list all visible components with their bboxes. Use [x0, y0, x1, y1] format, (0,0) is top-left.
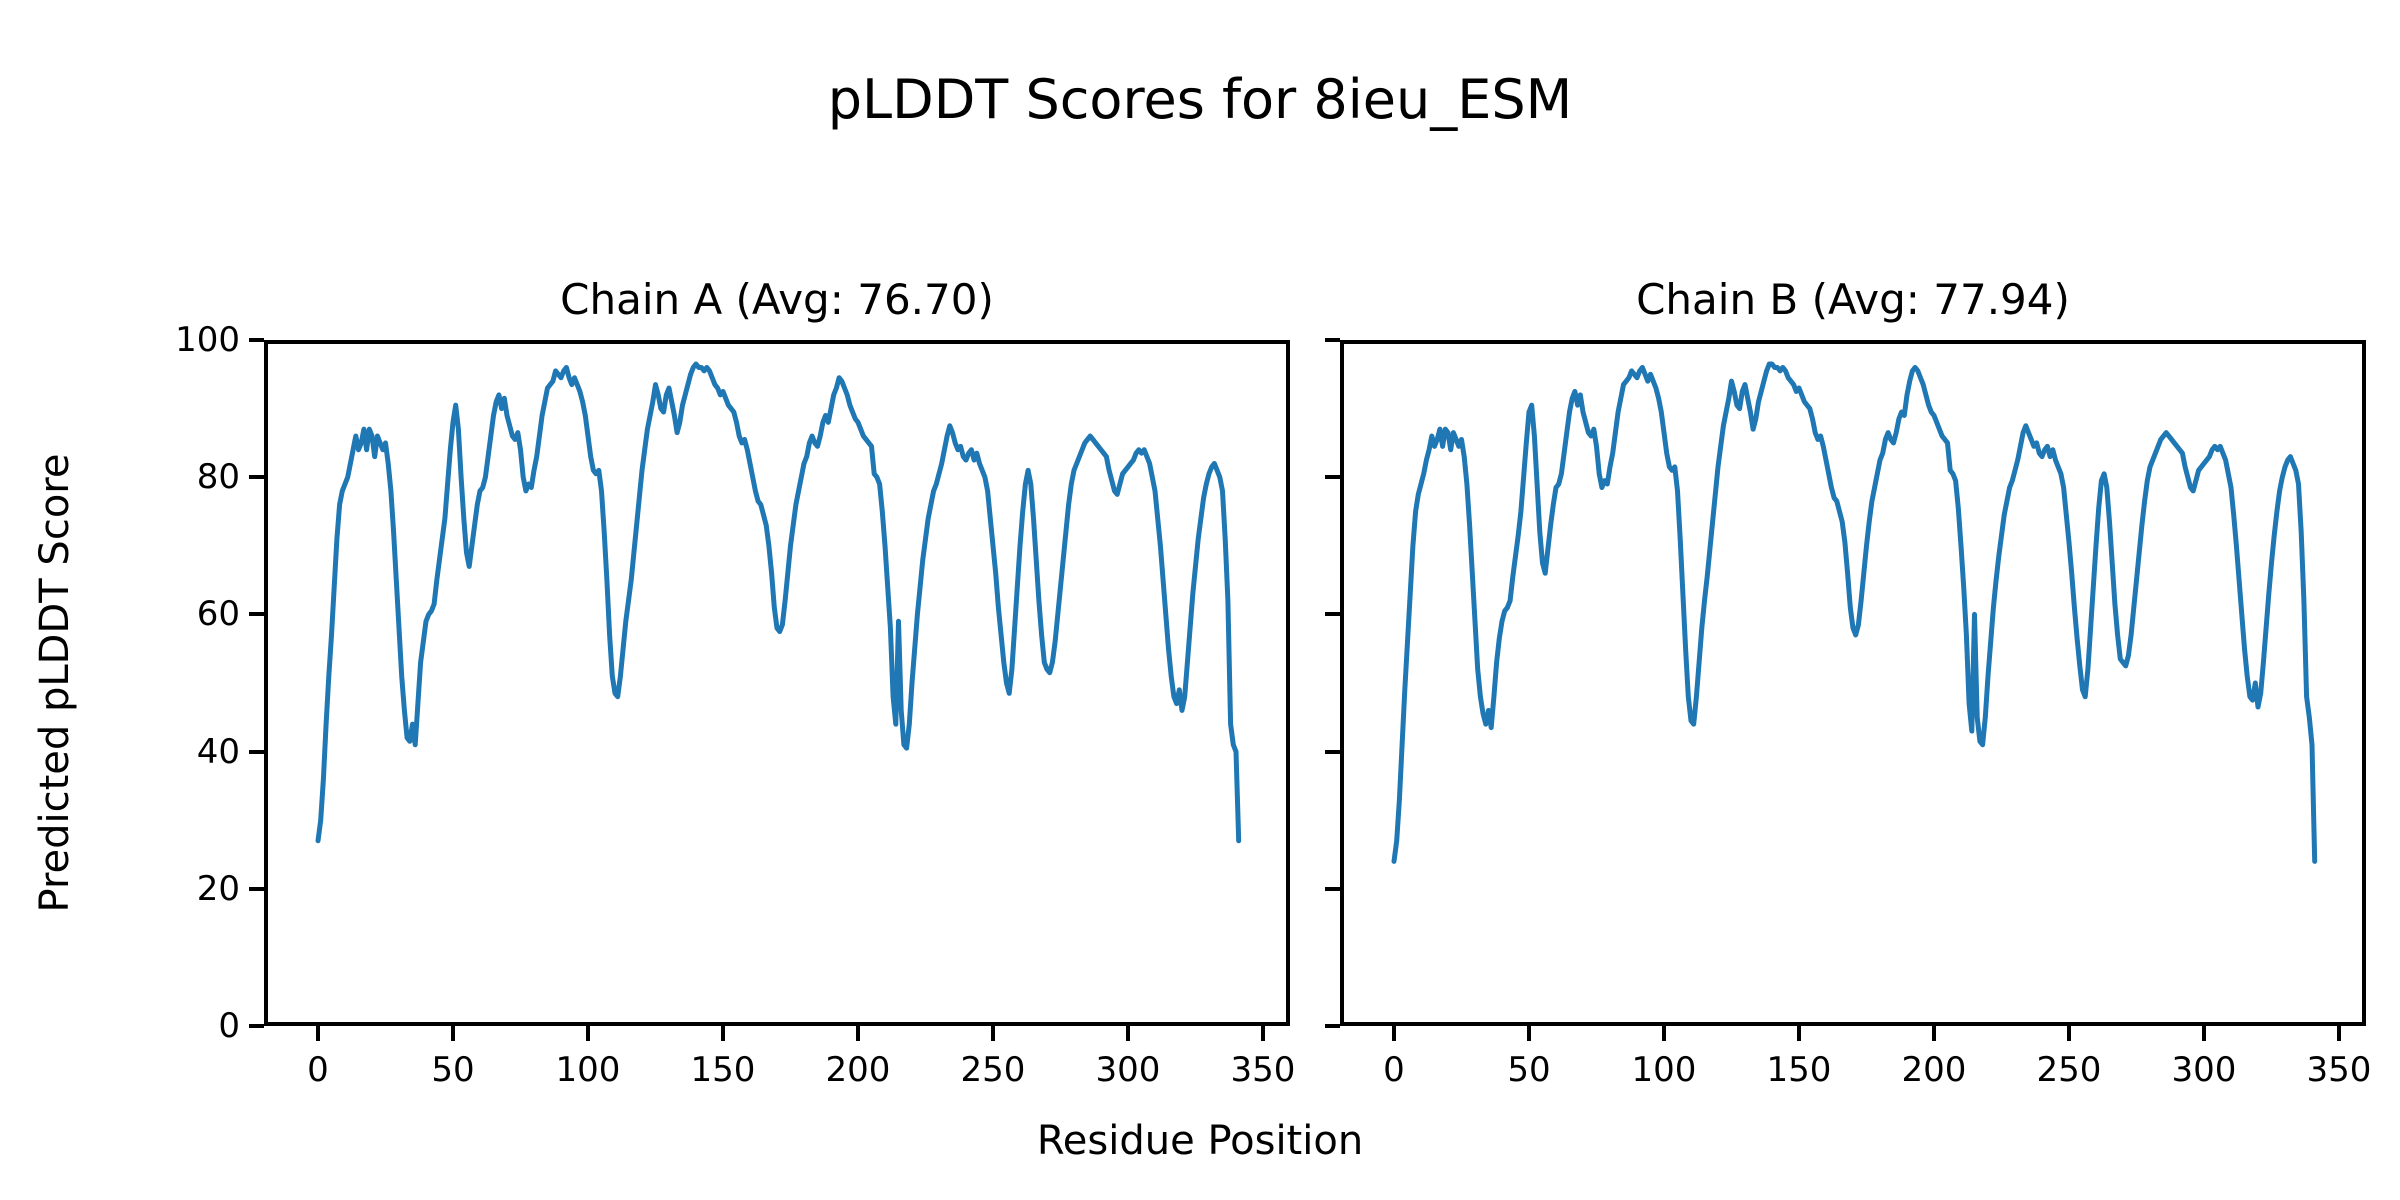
y-tick-label: 80 — [196, 457, 240, 498]
x-tick-label: 300 — [1095, 1050, 1161, 1090]
x-tick-label: 250 — [2036, 1050, 2102, 1090]
x-tick-label: 0 — [1383, 1050, 1405, 1090]
axes-frame — [264, 340, 1290, 1026]
x-tick-label: 150 — [1766, 1050, 1832, 1090]
x-tick-mark — [721, 1026, 725, 1041]
y-tick-label: 0 — [218, 1006, 240, 1046]
plddt-line-chain-a — [318, 364, 1239, 841]
x-tick-label: 300 — [2171, 1050, 2237, 1090]
x-tick-mark — [1797, 1026, 1801, 1041]
subplot-title-chain-a: Chain A (Avg: 76.70) — [560, 275, 994, 324]
subplot-chain-b: Chain B (Avg: 77.94) 0 50 100 150 200 250 300 3… — [1325, 275, 2371, 1090]
x-tick-label: 50 — [431, 1050, 475, 1090]
x-tick-label: 250 — [960, 1050, 1026, 1090]
axes-frame — [1340, 340, 2366, 1026]
x-tick-label: 350 — [1230, 1050, 1296, 1090]
x-tick-mark — [2202, 1026, 2206, 1041]
x-tick-mark — [2337, 1026, 2341, 1041]
plddt-line-chart-chain-b — [1340, 340, 2366, 1026]
plddt-line-chart-chain-a — [264, 340, 1290, 1026]
y-tick-mark — [249, 749, 264, 754]
x-tick-mark — [1261, 1026, 1265, 1041]
y-tick-mark — [1325, 749, 1340, 754]
y-tick-mark — [1325, 475, 1340, 480]
x-tick-label: 100 — [1631, 1050, 1697, 1090]
subplot-chain-a: Chain A (Avg: 76.70) 0 50 100 150 200 250 300 3… — [175, 275, 1295, 1090]
y-tick-mark — [249, 886, 264, 891]
x-tick-mark — [2067, 1026, 2071, 1041]
x-tick-label: 350 — [2306, 1050, 2372, 1090]
y-tick-mark — [249, 1024, 264, 1028]
y-tick-mark — [1325, 1024, 1340, 1028]
x-tick-mark — [1527, 1026, 1531, 1041]
x-tick-mark — [451, 1026, 455, 1041]
y-tick-mark — [1325, 612, 1340, 617]
x-tick-mark — [1392, 1026, 1396, 1041]
y-tick-mark — [249, 612, 264, 617]
x-tick-mark — [991, 1026, 995, 1041]
y-tick-label: 40 — [196, 731, 240, 772]
y-tick-mark — [1325, 886, 1340, 891]
x-tick-mark — [586, 1026, 590, 1041]
y-tick-label: 100 — [175, 320, 240, 360]
y-tick-mark — [1325, 338, 1340, 342]
x-tick-label: 0 — [307, 1050, 329, 1090]
x-tick-mark — [856, 1026, 860, 1041]
y-tick-label: 60 — [196, 594, 240, 635]
x-tick-label: 200 — [1901, 1050, 1967, 1090]
subplot-title-chain-b: Chain B (Avg: 77.94) — [1636, 275, 2070, 324]
x-tick-mark — [316, 1026, 320, 1041]
x-tick-mark — [1662, 1026, 1666, 1041]
x-tick-label: 50 — [1507, 1050, 1551, 1090]
x-tick-label: 150 — [690, 1050, 756, 1090]
x-axis-label: Residue Position — [1036, 1118, 1364, 1164]
plddt-line-chain-b — [1394, 364, 2315, 861]
y-tick-mark — [249, 475, 264, 480]
figure-title: pLDDT Scores for 8ieu_ESM — [827, 68, 1573, 131]
y-tick-label: 20 — [196, 868, 240, 909]
x-tick-label: 200 — [825, 1050, 891, 1090]
y-tick-mark — [249, 338, 264, 342]
x-tick-mark — [1932, 1026, 1936, 1041]
x-tick-mark — [1126, 1026, 1130, 1041]
y-axis-label: Predicted pLDDT Score — [32, 453, 78, 913]
x-tick-label: 100 — [555, 1050, 621, 1090]
